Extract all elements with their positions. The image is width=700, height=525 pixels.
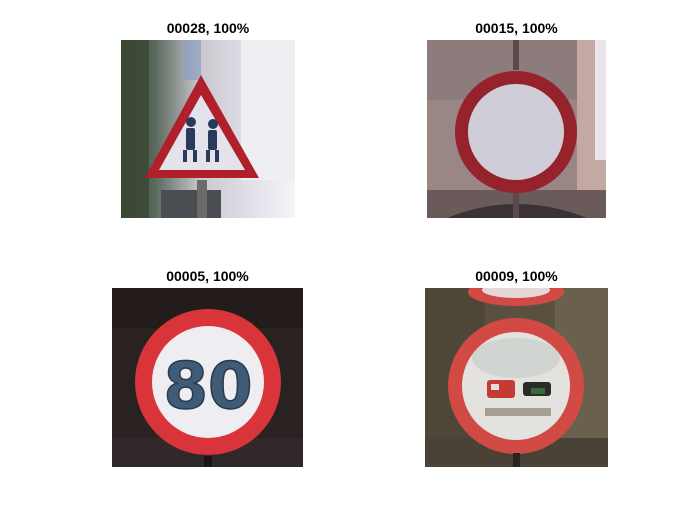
image-panel-1: 00028, 100% <box>121 20 295 218</box>
no-overtaking-sign-image <box>425 288 608 467</box>
panel-title: 00009, 100% <box>475 268 558 284</box>
no-vehicles-sign-image <box>427 40 606 218</box>
panel-title: 00015, 100% <box>475 20 558 36</box>
speed-limit-sign-image: 80 <box>112 288 303 467</box>
warning-sign-image <box>121 40 295 218</box>
panel-title: 00028, 100% <box>166 20 250 36</box>
image-panel-4: 00009, 100% <box>425 268 608 467</box>
image-panel-3: 00005, 100% 80 <box>112 268 303 467</box>
speed-limit-value: 80 <box>163 350 252 424</box>
image-panel-2: 00015, 100% <box>427 20 606 218</box>
panel-title: 00005, 100% <box>166 268 249 284</box>
